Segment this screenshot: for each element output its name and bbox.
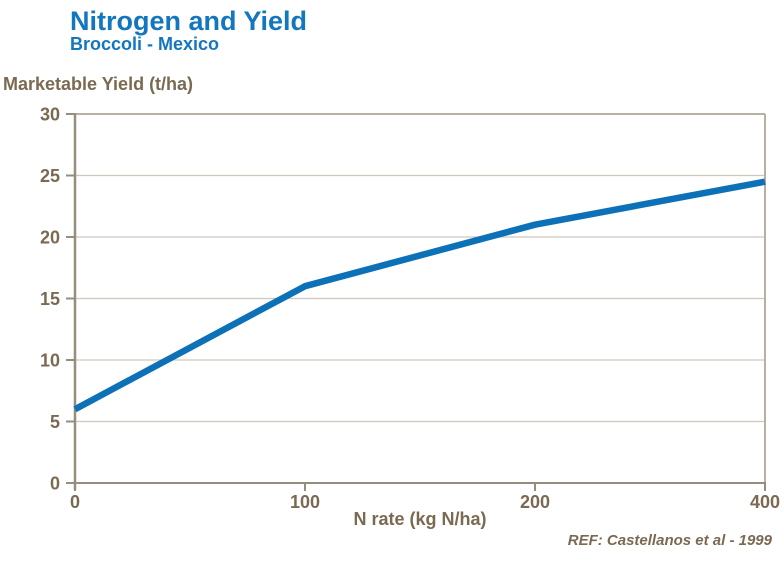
y-tick-label: 25 [40,166,60,186]
y-tick-label: 5 [50,412,60,432]
x-tick-label: 100 [290,492,320,512]
y-tick-label: 20 [40,228,60,248]
y-axis-title: Marketable Yield (t/ha) [3,74,194,94]
y-tick-label: 0 [50,474,60,494]
reference-citation: REF: Castellanos et al - 1999 [567,532,772,549]
x-axis-title: N rate (kg N/ha) [353,509,487,529]
x-tick-label: 0 [70,492,80,512]
y-tick-label: 15 [40,289,60,309]
y-tick-label: 10 [40,351,60,371]
x-tick-label: 200 [520,492,550,512]
y-tick-label: 30 [40,105,60,125]
yield-data-line [73,178,766,413]
chart-title: Nitrogen and Yield [70,6,308,36]
chart-subtitle: Broccoli - Mexico [70,34,220,54]
x-tick-label: 400 [750,492,780,512]
